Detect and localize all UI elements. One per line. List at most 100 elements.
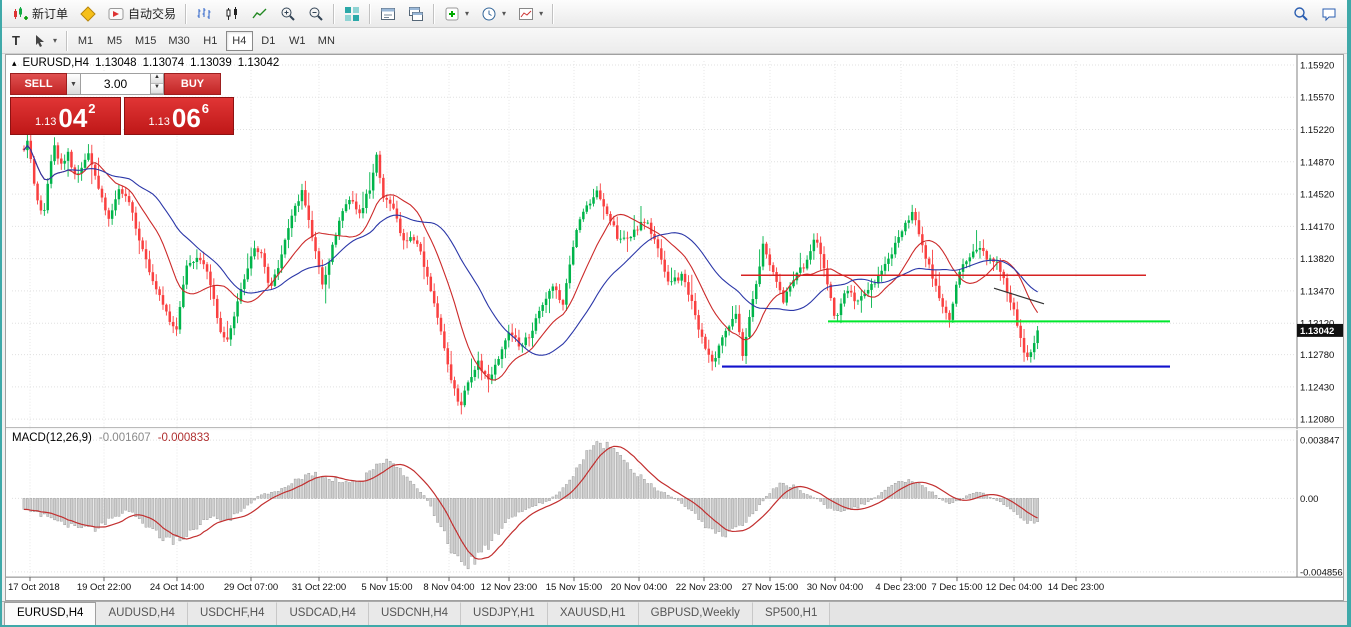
search-button[interactable] (1287, 2, 1315, 26)
chevron-down-icon: ▾ (52, 36, 57, 45)
chart-region: 1.15920 1.15570 1.15220 1.14870 1.14520 1.141… (5, 54, 1344, 601)
svg-text:24 Oct 14:00: 24 Oct 14:00 (150, 582, 204, 593)
svg-text:1.15920: 1.15920 (1300, 60, 1334, 71)
sell-button[interactable]: SELL (10, 73, 67, 95)
periods-button[interactable]: ▾ (475, 2, 512, 26)
buy-price-box[interactable]: 1.13 06 6 (123, 97, 234, 135)
text-tool-button[interactable]: T (6, 29, 26, 53)
draw-tools-button[interactable]: ▾ (26, 29, 63, 53)
buy-price-sup: 6 (201, 101, 210, 116)
chat-icon (1322, 8, 1336, 21)
tile-windows-icon (345, 6, 360, 21)
chart-tab-sp500-h1[interactable]: SP500,H1 (752, 602, 831, 625)
svg-text:12 Nov 23:00: 12 Nov 23:00 (481, 582, 537, 593)
volume-input[interactable] (81, 73, 151, 95)
toolbar-separator (65, 30, 68, 51)
autotrading-icon (108, 7, 124, 20)
volume-stepper[interactable]: ▲ ▼ (151, 73, 164, 95)
new-order-icon (14, 6, 28, 20)
svg-text:1.13470: 1.13470 (1300, 286, 1334, 297)
timeframe-button-m30[interactable]: M30 (163, 31, 194, 51)
toolbar-separator (333, 3, 336, 24)
new-order-button[interactable]: 新订单 (6, 2, 74, 26)
zoom-in-icon (281, 7, 295, 21)
buy-price-big: 06 (171, 103, 201, 133)
toolbar-separator (185, 3, 188, 24)
chart-tab-usdjpy-h1[interactable]: USDJPY,H1 (461, 602, 548, 625)
svg-text:1.14170: 1.14170 (1300, 222, 1334, 233)
metaeditor-icon (80, 5, 96, 22)
chat-button[interactable] (1315, 2, 1343, 26)
svg-text:12 Dec 04:00: 12 Dec 04:00 (986, 582, 1042, 593)
chart-tab-gbpusd-weekly[interactable]: GBPUSD,Weekly (638, 602, 753, 625)
svg-text:1.14870: 1.14870 (1300, 157, 1334, 168)
text-tool-icon: T (12, 33, 20, 48)
timeframe-button-w1[interactable]: W1 (284, 31, 311, 51)
cascade-windows-icon (409, 6, 424, 21)
chart-tab-xauusd-h1[interactable]: XAUUSD,H1 (547, 602, 639, 625)
chart-tab-usdcad-h4[interactable]: USDCAD,H4 (277, 602, 369, 625)
svg-text:1.14520: 1.14520 (1300, 190, 1334, 201)
toolbar-separator (369, 3, 372, 24)
timeframe-button-h1[interactable]: H1 (197, 31, 224, 51)
candle-chart-button[interactable] (218, 2, 246, 26)
toolbar-timeframes: T ▾ M1 M5 M15 M30 H1 H4 D1 W1 MN (2, 28, 1347, 54)
svg-text:1.12430: 1.12430 (1300, 382, 1334, 393)
autotrading-label: 自动交易 (128, 7, 177, 21)
svg-text:1.12780: 1.12780 (1300, 350, 1334, 361)
volume-up-icon[interactable]: ▲ (151, 74, 163, 84)
macd-indicator-label: MACD(12,26,9) -0.001607 -0.000833 (12, 432, 209, 444)
volume-dropdown[interactable]: ▼ (67, 73, 81, 95)
chart-tab-eurusd-h4[interactable]: EURUSD,H4 (4, 602, 97, 625)
metaeditor-button[interactable] (74, 2, 102, 26)
timeframe-button-m1[interactable]: M1 (72, 31, 99, 51)
macd-main-value: -0.001607 (98, 432, 151, 444)
zoom-in-button[interactable] (274, 2, 302, 26)
timeframe-button-h4[interactable]: H4 (225, 30, 253, 51)
arrange-windows-button[interactable] (374, 2, 402, 26)
svg-text:4 Dec 23:00: 4 Dec 23:00 (875, 582, 926, 593)
chart-high: 1.13074 (142, 57, 185, 69)
sell-price-prefix: 1.13 (34, 116, 57, 128)
autotrading-button[interactable]: 自动交易 (102, 2, 182, 26)
timeframe-button-m5[interactable]: M5 (101, 31, 128, 51)
arrange-windows-icon (381, 7, 396, 20)
cursor-icon (35, 34, 44, 47)
cascade-windows-button[interactable] (402, 2, 430, 26)
chart-tab-usdcnh-h4[interactable]: USDCNH,H4 (368, 602, 462, 625)
bar-chart-button[interactable] (190, 2, 218, 26)
timeframe-button-m15[interactable]: M15 (130, 31, 161, 51)
buy-button[interactable]: BUY (164, 73, 221, 95)
svg-text:7 Dec 15:00: 7 Dec 15:00 (931, 582, 982, 593)
timeframe-button-mn[interactable]: MN (313, 31, 340, 51)
chart-title: ▴ EURUSD,H4 1.13048 1.13074 1.13039 1.13… (12, 57, 279, 69)
chart-tab-usdchf-h4[interactable]: USDCHF,H4 (187, 602, 278, 625)
line-chart-icon (252, 8, 267, 18)
templates-button[interactable]: ▾ (512, 2, 549, 26)
timeframe-button-d1[interactable]: D1 (255, 31, 282, 51)
svg-text:22 Nov 23:00: 22 Nov 23:00 (676, 582, 732, 593)
chart-tab-audusd-h4[interactable]: AUDUSD,H4 (96, 602, 188, 625)
macd-signal-value: -0.000833 (157, 432, 210, 444)
sell-price-box[interactable]: 1.13 04 2 (10, 97, 121, 135)
zoom-out-button[interactable] (302, 2, 330, 26)
svg-text:15 Nov 15:00: 15 Nov 15:00 (546, 582, 602, 593)
price-chart[interactable]: 1.15920 1.15570 1.15220 1.14870 1.14520 1.141… (6, 55, 1343, 600)
volume-down-icon[interactable]: ▼ (151, 84, 163, 94)
collapse-icon[interactable]: ▴ (12, 57, 17, 68)
svg-text:14 Dec 23:00: 14 Dec 23:00 (1048, 582, 1104, 593)
svg-text:0.003847: 0.003847 (1300, 436, 1340, 447)
one-click-trading-panel: SELL ▼ ▲▼ BUY 1.13 04 2 1.13 06 6 (10, 73, 234, 135)
chart-tab-bar: EURUSD,H4 AUDUSD,H4 USDCHF,H4 USDCAD,H4 USDC… (2, 601, 1347, 625)
svg-text:29 Oct 07:00: 29 Oct 07:00 (224, 582, 278, 593)
svg-text:30 Nov 04:00: 30 Nov 04:00 (807, 582, 863, 593)
candlestick-chart-icon (226, 6, 238, 20)
line-chart-button[interactable] (246, 2, 274, 26)
clock-icon (482, 7, 496, 20)
search-icon (1294, 6, 1308, 21)
svg-text:27 Nov 15:00: 27 Nov 15:00 (742, 582, 798, 593)
tile-windows-button[interactable] (338, 2, 366, 26)
indicators-button[interactable]: ▾ (438, 2, 475, 26)
svg-text:19 Oct 22:00: 19 Oct 22:00 (77, 582, 131, 593)
